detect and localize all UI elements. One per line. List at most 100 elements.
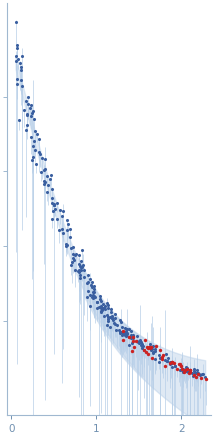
- Point: [109, 313, 113, 320]
- Point: [160, 355, 164, 362]
- Point: [131, 332, 135, 339]
- Point: [113, 310, 116, 317]
- Point: [80, 247, 84, 254]
- Point: [112, 319, 116, 326]
- Point: [129, 327, 133, 334]
- Point: [152, 349, 155, 356]
- Point: [200, 375, 203, 382]
- Point: [130, 347, 133, 354]
- Point: [192, 365, 195, 372]
- Point: [77, 252, 81, 259]
- Point: [46, 182, 50, 189]
- Point: [188, 366, 192, 373]
- Point: [71, 254, 74, 261]
- Point: [119, 329, 122, 336]
- Point: [80, 264, 84, 271]
- Point: [122, 329, 125, 336]
- Point: [91, 295, 95, 302]
- Point: [37, 149, 40, 156]
- Point: [143, 337, 146, 344]
- Point: [197, 371, 200, 378]
- Point: [61, 229, 64, 236]
- Point: [127, 333, 131, 340]
- Point: [123, 325, 127, 332]
- Point: [108, 323, 112, 330]
- Point: [185, 368, 188, 375]
- Point: [186, 365, 189, 372]
- Point: [139, 338, 143, 345]
- Point: [103, 305, 106, 312]
- Point: [68, 226, 71, 233]
- Point: [34, 128, 37, 135]
- Point: [100, 304, 103, 311]
- Point: [92, 293, 96, 300]
- Point: [25, 112, 28, 119]
- Point: [118, 316, 121, 323]
- Point: [50, 199, 53, 206]
- Point: [34, 161, 38, 168]
- Point: [15, 81, 18, 88]
- Point: [197, 370, 200, 377]
- Point: [178, 360, 181, 367]
- Point: [153, 346, 156, 353]
- Point: [42, 166, 45, 173]
- Point: [106, 322, 109, 329]
- Point: [135, 333, 139, 340]
- Point: [120, 324, 123, 331]
- Point: [99, 308, 103, 315]
- Point: [160, 354, 164, 361]
- Point: [65, 226, 69, 233]
- Point: [147, 344, 151, 351]
- Point: [121, 337, 124, 344]
- Point: [174, 363, 177, 370]
- Point: [113, 320, 117, 327]
- Point: [139, 341, 143, 348]
- Point: [154, 343, 158, 350]
- Point: [150, 354, 154, 361]
- Point: [90, 284, 93, 291]
- Point: [34, 146, 37, 153]
- Point: [145, 343, 149, 350]
- Point: [41, 155, 44, 162]
- Point: [102, 301, 105, 308]
- Point: [72, 251, 75, 258]
- Point: [30, 109, 33, 116]
- Point: [45, 173, 48, 180]
- Point: [102, 305, 105, 312]
- Point: [130, 340, 134, 347]
- Point: [149, 344, 152, 351]
- Point: [195, 369, 199, 376]
- Point: [119, 318, 123, 325]
- Point: [123, 328, 127, 335]
- Point: [73, 257, 76, 264]
- Point: [43, 165, 47, 172]
- Point: [172, 359, 176, 366]
- Point: [38, 150, 42, 157]
- Point: [110, 309, 113, 316]
- Point: [82, 266, 85, 273]
- Point: [86, 294, 89, 301]
- Point: [32, 108, 35, 114]
- Point: [19, 76, 22, 83]
- Point: [194, 374, 197, 381]
- Point: [125, 332, 128, 339]
- Point: [138, 337, 142, 344]
- Point: [110, 315, 114, 322]
- Point: [92, 293, 96, 300]
- Point: [86, 278, 90, 285]
- Point: [131, 335, 134, 342]
- Point: [25, 111, 29, 118]
- Point: [169, 359, 172, 366]
- Point: [89, 302, 92, 309]
- Point: [163, 362, 166, 369]
- Point: [153, 348, 156, 355]
- Point: [92, 282, 95, 289]
- Point: [79, 257, 83, 264]
- Point: [68, 234, 72, 241]
- Point: [43, 179, 46, 186]
- Point: [20, 53, 23, 60]
- Point: [17, 116, 20, 123]
- Point: [60, 226, 64, 233]
- Point: [52, 201, 55, 208]
- Point: [127, 333, 131, 340]
